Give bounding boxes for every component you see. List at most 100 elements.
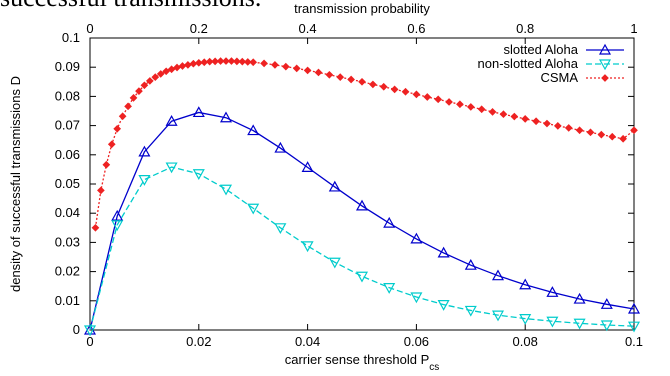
data-point	[274, 223, 287, 235]
data-point	[608, 132, 617, 141]
data-point	[271, 61, 279, 69]
data-point	[111, 209, 124, 221]
data-point	[274, 141, 287, 153]
data-point	[173, 63, 181, 72]
y-tick-label: 0.03	[55, 234, 80, 249]
data-point	[464, 305, 477, 317]
data-point	[233, 57, 241, 66]
data-point	[627, 302, 641, 314]
x-axis-label: carrier sense threshold Pcs	[285, 352, 440, 371]
data-point	[546, 286, 559, 297]
y-tick-label: 0	[73, 322, 80, 337]
data-point	[281, 62, 290, 71]
data-point	[205, 57, 214, 66]
data-point	[216, 57, 225, 65]
data-point	[553, 122, 562, 130]
data-point	[347, 75, 355, 84]
y-tick-label: 0.09	[55, 59, 80, 74]
y-tick-label: 0.08	[55, 88, 80, 103]
axes: 0 0.02 0.04 0.06 0.08 0.1 0 0.2 0.4 0.6 0.8 1 0 0.01 0…	[55, 21, 643, 349]
data-point	[510, 112, 519, 121]
x-tick-label: 0.1	[625, 334, 643, 349]
data-point	[138, 145, 151, 157]
data-point	[135, 87, 143, 95]
data-point	[249, 58, 258, 67]
data-point	[627, 321, 641, 333]
legend-item: non-slotted Aloha	[478, 56, 624, 71]
data-point	[113, 124, 122, 133]
data-point	[390, 85, 399, 94]
data-point	[619, 134, 627, 143]
y-tick-label: 0.04	[55, 205, 80, 220]
data-point	[238, 57, 247, 66]
data-point	[118, 112, 127, 121]
data-point	[156, 70, 165, 78]
data-point	[325, 70, 334, 79]
data-point	[564, 124, 573, 132]
series-line	[94, 60, 635, 228]
data-point	[437, 246, 450, 258]
data-point	[586, 128, 595, 137]
data-point	[328, 257, 341, 269]
data-point	[491, 310, 505, 322]
data-point	[379, 82, 388, 91]
data-point	[575, 126, 584, 135]
data-point	[573, 318, 586, 330]
data-point	[124, 102, 132, 111]
data-point	[167, 65, 176, 74]
data-point	[260, 59, 268, 68]
data-point	[355, 271, 369, 283]
data-point	[488, 108, 497, 116]
x2-tick-label: 0.8	[516, 21, 534, 36]
data-point	[573, 292, 586, 304]
data-point	[546, 316, 559, 328]
data-point	[597, 130, 606, 139]
data-point	[314, 68, 323, 77]
data-point	[111, 220, 124, 232]
data-point	[129, 94, 138, 102]
data-point	[532, 117, 540, 126]
data-point	[358, 77, 366, 86]
legend-label: slotted Aloha	[504, 42, 579, 57]
data-point	[107, 140, 116, 149]
data-point	[303, 66, 312, 75]
legend-label: non-slotted Aloha	[478, 56, 579, 71]
data-point	[91, 223, 100, 232]
data-point	[412, 90, 421, 99]
data-point	[292, 64, 301, 73]
data-point	[97, 186, 105, 195]
y-tick-label: 0.05	[55, 176, 80, 191]
data-point	[194, 58, 203, 67]
legend-swatch-marker	[598, 59, 612, 71]
data-point	[219, 184, 233, 196]
data-point	[630, 126, 638, 135]
data-point	[464, 258, 477, 270]
x-tick-label: 0.06	[404, 334, 429, 349]
series-line	[89, 166, 635, 331]
data-point	[192, 169, 205, 181]
data-point	[383, 283, 396, 294]
y-tick-label: 0.02	[55, 264, 80, 279]
data-point	[165, 162, 178, 174]
data-point	[301, 161, 314, 172]
data-point	[355, 199, 369, 211]
series-line	[89, 111, 635, 331]
data-point	[369, 80, 377, 89]
x2-tick-label: 0.6	[407, 21, 425, 36]
x-tick-label: 0.08	[513, 334, 538, 349]
data-point	[519, 314, 532, 325]
y-axis-label: density of successful transmissions D	[8, 76, 23, 292]
top-axis-label: transmission probability	[294, 1, 430, 16]
legend-swatch-marker	[598, 43, 612, 55]
data-point	[543, 119, 551, 128]
data-point	[219, 111, 233, 123]
data-point	[410, 292, 423, 304]
x-tick-label: 0.02	[186, 334, 211, 349]
data-point	[151, 73, 160, 81]
data-point	[410, 232, 423, 244]
x2-tick-label: 0.2	[190, 21, 208, 36]
data-point	[184, 61, 192, 69]
data-point	[521, 115, 530, 123]
